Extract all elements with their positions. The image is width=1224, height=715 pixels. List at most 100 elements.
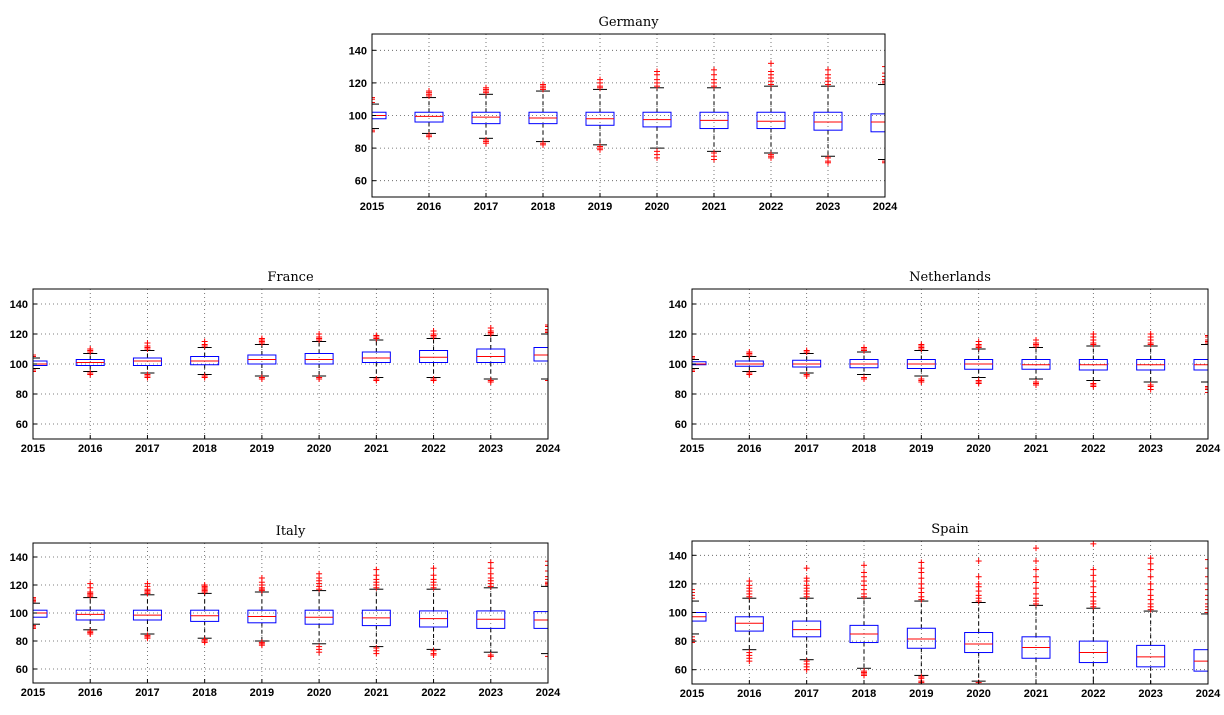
- outlier-marker: [487, 325, 494, 331]
- outlier-marker: [692, 367, 695, 373]
- outlier-marker: [201, 338, 208, 345]
- box-2018: [849, 344, 879, 382]
- x-tick-label: 2020: [966, 443, 990, 455]
- outlier-marker: [692, 639, 695, 646]
- outlier-marker: [597, 76, 603, 83]
- box-iqr: [33, 360, 48, 366]
- outlier-marker: [545, 582, 548, 588]
- outlier-marker: [692, 595, 695, 602]
- outlier-marker: [1147, 382, 1154, 388]
- outlier-marker: [33, 596, 36, 602]
- box-2020: [964, 558, 994, 684]
- outlier-marker: [545, 573, 548, 580]
- outlier-marker: [545, 562, 548, 569]
- plot-area: [372, 60, 885, 166]
- outlier-marker: [1205, 334, 1208, 340]
- outlier-marker: [918, 565, 925, 572]
- y-tick-label: 60: [16, 419, 28, 431]
- outlier-marker: [258, 374, 265, 381]
- y-tick-label: 100: [10, 359, 28, 371]
- x-tick-label: 2022: [1081, 443, 1105, 455]
- outlier-marker: [372, 94, 375, 101]
- outlier-marker: [33, 622, 36, 629]
- y-tick-label: 140: [10, 552, 28, 564]
- outlier-marker: [1033, 585, 1039, 592]
- outlier-marker: [861, 562, 867, 569]
- box-2022: [419, 565, 449, 658]
- outlier-marker: [144, 580, 151, 587]
- x-tick-label: 2023: [479, 443, 503, 455]
- y-tick-label: 140: [669, 299, 687, 311]
- outlier-marker: [483, 84, 489, 91]
- x-tick-label: 2018: [192, 687, 216, 699]
- outlier-marker: [33, 353, 36, 360]
- outlier-marker: [372, 127, 375, 134]
- outlier-marker: [861, 569, 867, 576]
- x-tick-label: 2022: [421, 687, 445, 699]
- outlier-marker: [803, 658, 810, 665]
- box-2019: [906, 559, 936, 684]
- outlier-marker: [746, 649, 753, 656]
- box-2019: [906, 341, 936, 385]
- outlier-marker: [882, 76, 885, 83]
- x-tick-label: 2023: [1138, 443, 1162, 455]
- outlier-marker: [654, 148, 660, 155]
- outlier-marker: [144, 632, 151, 639]
- x-tick-label: 2019: [909, 688, 933, 700]
- chart-panel-france: 60 80 100 120 140 2015 2016 2017 2018 2019 2020 202…: [10, 270, 561, 455]
- box-iqr: [33, 609, 48, 618]
- outlier-marker: [882, 158, 885, 165]
- outlier-marker: [430, 328, 437, 334]
- chart-panel-italy: 60 80 100 120 140 2015 2016 2017 2018 2019 2020 202…: [10, 524, 561, 699]
- outlier-marker: [373, 566, 380, 573]
- x-tick-label: 2017: [135, 687, 159, 699]
- box-2023: [476, 325, 506, 385]
- outlier-marker: [1033, 558, 1039, 565]
- x-tick-label: 2016: [417, 201, 441, 213]
- outlier-marker: [1033, 573, 1039, 580]
- outlier-marker: [545, 580, 548, 587]
- outlier-marker: [33, 598, 36, 605]
- box-2015: [692, 353, 707, 375]
- box-2017: [792, 347, 822, 379]
- x-tick-label: 2024: [536, 443, 561, 455]
- outlier-marker: [258, 335, 265, 342]
- outlier-marker: [426, 88, 432, 95]
- outlier-marker: [692, 633, 695, 640]
- outlier-marker: [1147, 566, 1154, 573]
- box-2016: [75, 580, 105, 637]
- y-tick-label: 60: [675, 665, 687, 677]
- outlier-marker: [1090, 331, 1097, 337]
- outlier-marker: [1033, 545, 1039, 552]
- y-tick-label: 80: [675, 389, 687, 401]
- outlier-marker: [430, 647, 437, 654]
- x-tick-label: 2021: [1024, 688, 1048, 700]
- outlier-marker: [87, 628, 94, 635]
- y-tick-label: 100: [669, 359, 687, 371]
- box-2023: [813, 66, 843, 166]
- outlier-marker: [1033, 379, 1039, 385]
- x-tick-label: 2024: [536, 687, 561, 699]
- x-tick-label: 2017: [794, 688, 818, 700]
- y-tick-label: 80: [675, 636, 687, 648]
- box-iqr: [964, 632, 994, 654]
- outlier-marker: [654, 68, 660, 75]
- y-tick-label: 100: [10, 608, 28, 620]
- outlier-marker: [487, 570, 494, 577]
- box-iqr: [476, 348, 506, 363]
- outlier-marker: [540, 81, 546, 88]
- box-2015: [372, 94, 387, 135]
- y-tick-label: 120: [10, 580, 28, 592]
- outlier-marker: [1205, 337, 1208, 343]
- outlier-marker: [768, 60, 774, 67]
- outlier-marker: [1033, 566, 1039, 573]
- box-2021: [699, 66, 729, 163]
- box-iqr: [304, 353, 334, 365]
- y-tick-label: 100: [669, 608, 687, 620]
- outlier-marker: [545, 329, 548, 336]
- box-2021: [361, 332, 391, 384]
- chart-title: Germany: [598, 15, 659, 30]
- outlier-marker: [1205, 573, 1208, 580]
- x-tick-label: 2023: [479, 687, 503, 699]
- y-tick-label: 80: [16, 636, 28, 648]
